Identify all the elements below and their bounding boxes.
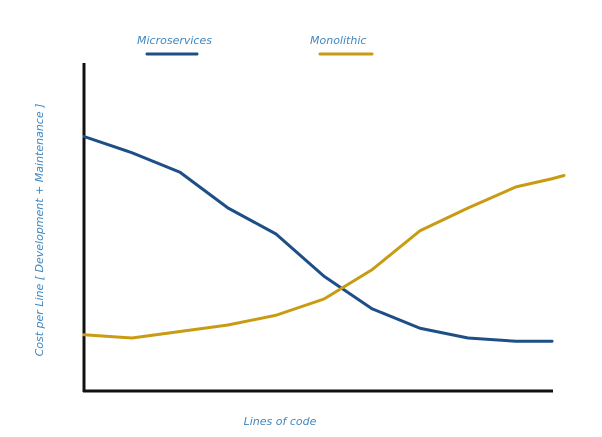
y-axis-label: Cost per Line [ Development + Maintenanc… [33,104,46,357]
series-line [82,174,566,340]
series-line [82,135,554,343]
legend-label: Monolithic [310,34,366,47]
x-axis-label: Lines of code [244,415,317,428]
legend-label: Microservices [137,34,212,47]
